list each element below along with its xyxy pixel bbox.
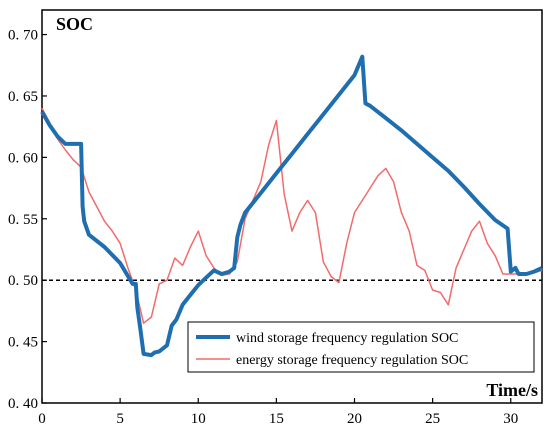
y-tick-label: 0. 70 bbox=[8, 28, 38, 44]
plot-frame bbox=[41, 9, 543, 404]
x-tick-label: 25 bbox=[425, 411, 440, 427]
x-tick-label: 15 bbox=[269, 411, 284, 427]
y-tick-label: 0. 55 bbox=[8, 212, 38, 228]
legend-label-wind: wind storage frequency regulation SOC bbox=[236, 331, 458, 346]
series-layer bbox=[40, 54, 543, 358]
y-axis-title: SOC bbox=[56, 14, 93, 34]
legend: wind storage frequency regulation SOC en… bbox=[187, 321, 535, 373]
x-tick-label: 10 bbox=[191, 411, 206, 427]
y-tick-label: 0. 50 bbox=[8, 273, 38, 289]
series-line-energy-storage bbox=[41, 107, 543, 324]
y-tick-label: 0. 45 bbox=[8, 335, 38, 351]
y-tick-label: 0. 60 bbox=[8, 150, 38, 166]
y-tick-label: 0. 40 bbox=[8, 396, 38, 412]
x-axis-title: Time/s bbox=[486, 380, 538, 400]
legend-box bbox=[187, 321, 535, 373]
x-tick-label: 30 bbox=[503, 411, 518, 427]
x-tick-label: 0 bbox=[38, 411, 46, 427]
y-tick-label: 0. 65 bbox=[8, 89, 38, 105]
series-line-wind-storage bbox=[40, 54, 543, 358]
legend-label-energy: energy storage frequency regulation SOC bbox=[236, 353, 468, 368]
x-tick-label: 5 bbox=[116, 411, 124, 427]
y-axis-ticks: 0. 40 0. 45 0. 50 0. 55 0. 60 0. 65 0. 70 bbox=[8, 28, 47, 412]
x-axis-ticks: 0 5 10 15 20 25 30 bbox=[38, 398, 518, 427]
x-tick-label: 20 bbox=[347, 411, 362, 427]
